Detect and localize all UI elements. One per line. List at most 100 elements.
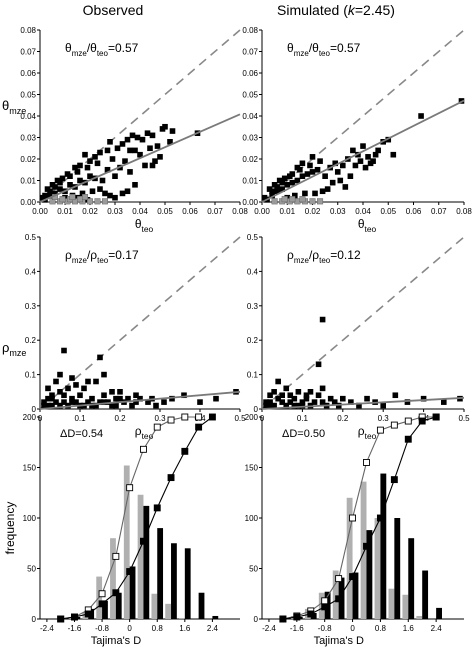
x-axis-label: ρteo (135, 424, 154, 441)
data-point (269, 192, 275, 199)
data-point (418, 113, 424, 119)
data-point (77, 392, 83, 399)
panel-rho-simulated: 00.10.20.30.40.500.10.20.30.40.5ρmze/ρte… (247, 233, 470, 441)
data-point-gray (289, 196, 296, 203)
data-point (279, 186, 285, 192)
x-tick-label: 0.02 (305, 207, 321, 216)
data-point (311, 399, 318, 405)
x-tick-label: 0.00 (32, 207, 48, 216)
data-point (357, 158, 364, 164)
data-point (52, 184, 58, 190)
identity-line (261, 236, 465, 410)
histogram-bar (115, 592, 122, 619)
x-tick-label: -1.6 (68, 624, 82, 633)
delta-d-annotation: ΔD=0.54 (60, 428, 103, 440)
data-point (347, 173, 354, 179)
data-point (314, 166, 321, 173)
data-point (154, 143, 161, 149)
x-tick-label: 0.06 (406, 207, 422, 216)
ratio-annotation: θmze/θteo=0.57 (65, 41, 139, 58)
data-point (291, 402, 298, 409)
data-point (137, 395, 143, 402)
data-point (57, 186, 63, 192)
cumulative-marker (321, 603, 329, 611)
x-tick-label: 2.4 (431, 624, 443, 633)
cumulative-marker (279, 615, 287, 623)
regression-line (261, 396, 465, 410)
data-point (119, 190, 126, 197)
x-axis-label: Tajima's D (91, 635, 141, 647)
data-point (281, 175, 288, 182)
panel-rho-observed: 00.10.20.30.40.500.10.20.30.40.5ρmze/ρte… (25, 233, 246, 441)
data-point (101, 371, 107, 378)
histogram-bar (137, 494, 144, 619)
data-point (441, 399, 447, 405)
data-point-gray (86, 198, 93, 205)
data-point (380, 402, 386, 409)
data-point (67, 173, 73, 179)
data-point (119, 141, 126, 147)
data-point (57, 179, 63, 186)
data-point (145, 399, 151, 405)
cumulative-marker (167, 474, 175, 482)
data-point (92, 154, 98, 160)
cumulative-marker (195, 423, 203, 431)
data-point (117, 389, 123, 395)
data-point-gray (299, 196, 306, 203)
data-point (271, 389, 277, 395)
data-point (292, 192, 298, 199)
y-tick-label: 0.00 (242, 198, 258, 207)
data-point (275, 395, 281, 402)
histogram-bar (212, 615, 219, 619)
cumulative-marker (293, 613, 301, 621)
data-point (104, 166, 111, 173)
data-point (109, 389, 115, 395)
data-point (390, 151, 397, 158)
data-point (287, 392, 294, 399)
data-point (317, 158, 323, 164)
y-tick-label: 0.02 (20, 155, 36, 164)
data-point-gray (94, 198, 101, 205)
histogram-bar (171, 543, 177, 619)
data-point (299, 160, 306, 167)
histogram-bar (198, 592, 205, 619)
histogram-bar (416, 615, 423, 619)
data-point (340, 395, 346, 402)
panel-tajima-observed: -2.4 -1.6 -0.8 0 0.8 1.6 2.4 0 50 100 150 200 ΔD=0.5… (23, 413, 240, 647)
histogram-bar (374, 518, 381, 619)
y-tick-label: 0 (254, 405, 259, 414)
histogram-bar (129, 566, 136, 619)
data-point (113, 395, 119, 402)
data-point (261, 194, 268, 201)
y-tick-label: 0.01 (20, 177, 36, 186)
y-tick-label: 0.5 (247, 233, 259, 242)
data-point (69, 375, 75, 381)
x-tick-label: 0.06 (182, 207, 198, 216)
data-point (93, 378, 99, 385)
data-point (65, 385, 71, 392)
data-point-gray (271, 198, 278, 205)
cumulative-marker (98, 590, 106, 598)
regression-line (261, 99, 465, 203)
data-point (307, 162, 313, 169)
cumulative-marker (126, 568, 134, 575)
data-point (109, 402, 115, 409)
x-tick-label: 0.01 (57, 207, 73, 216)
histogram-bar (436, 607, 442, 619)
x-tick-label: -2.4 (40, 624, 54, 633)
y-tick-label: 0.04 (20, 112, 36, 121)
data-point (332, 160, 339, 167)
x-tick-label: 0.07 (207, 207, 223, 216)
data-point (315, 392, 322, 399)
data-point (139, 136, 146, 143)
data-point (303, 395, 310, 402)
cumulative-marker (167, 416, 175, 424)
y-tick-label: 50 (27, 565, 36, 574)
histogram-bar (388, 588, 395, 619)
y-tick-label: 0.07 (20, 48, 36, 57)
data-point (362, 164, 369, 171)
data-point (271, 402, 277, 409)
cumulative-marker (112, 552, 120, 560)
data-point (348, 399, 354, 405)
y-tick-label: 0.01 (242, 177, 258, 186)
